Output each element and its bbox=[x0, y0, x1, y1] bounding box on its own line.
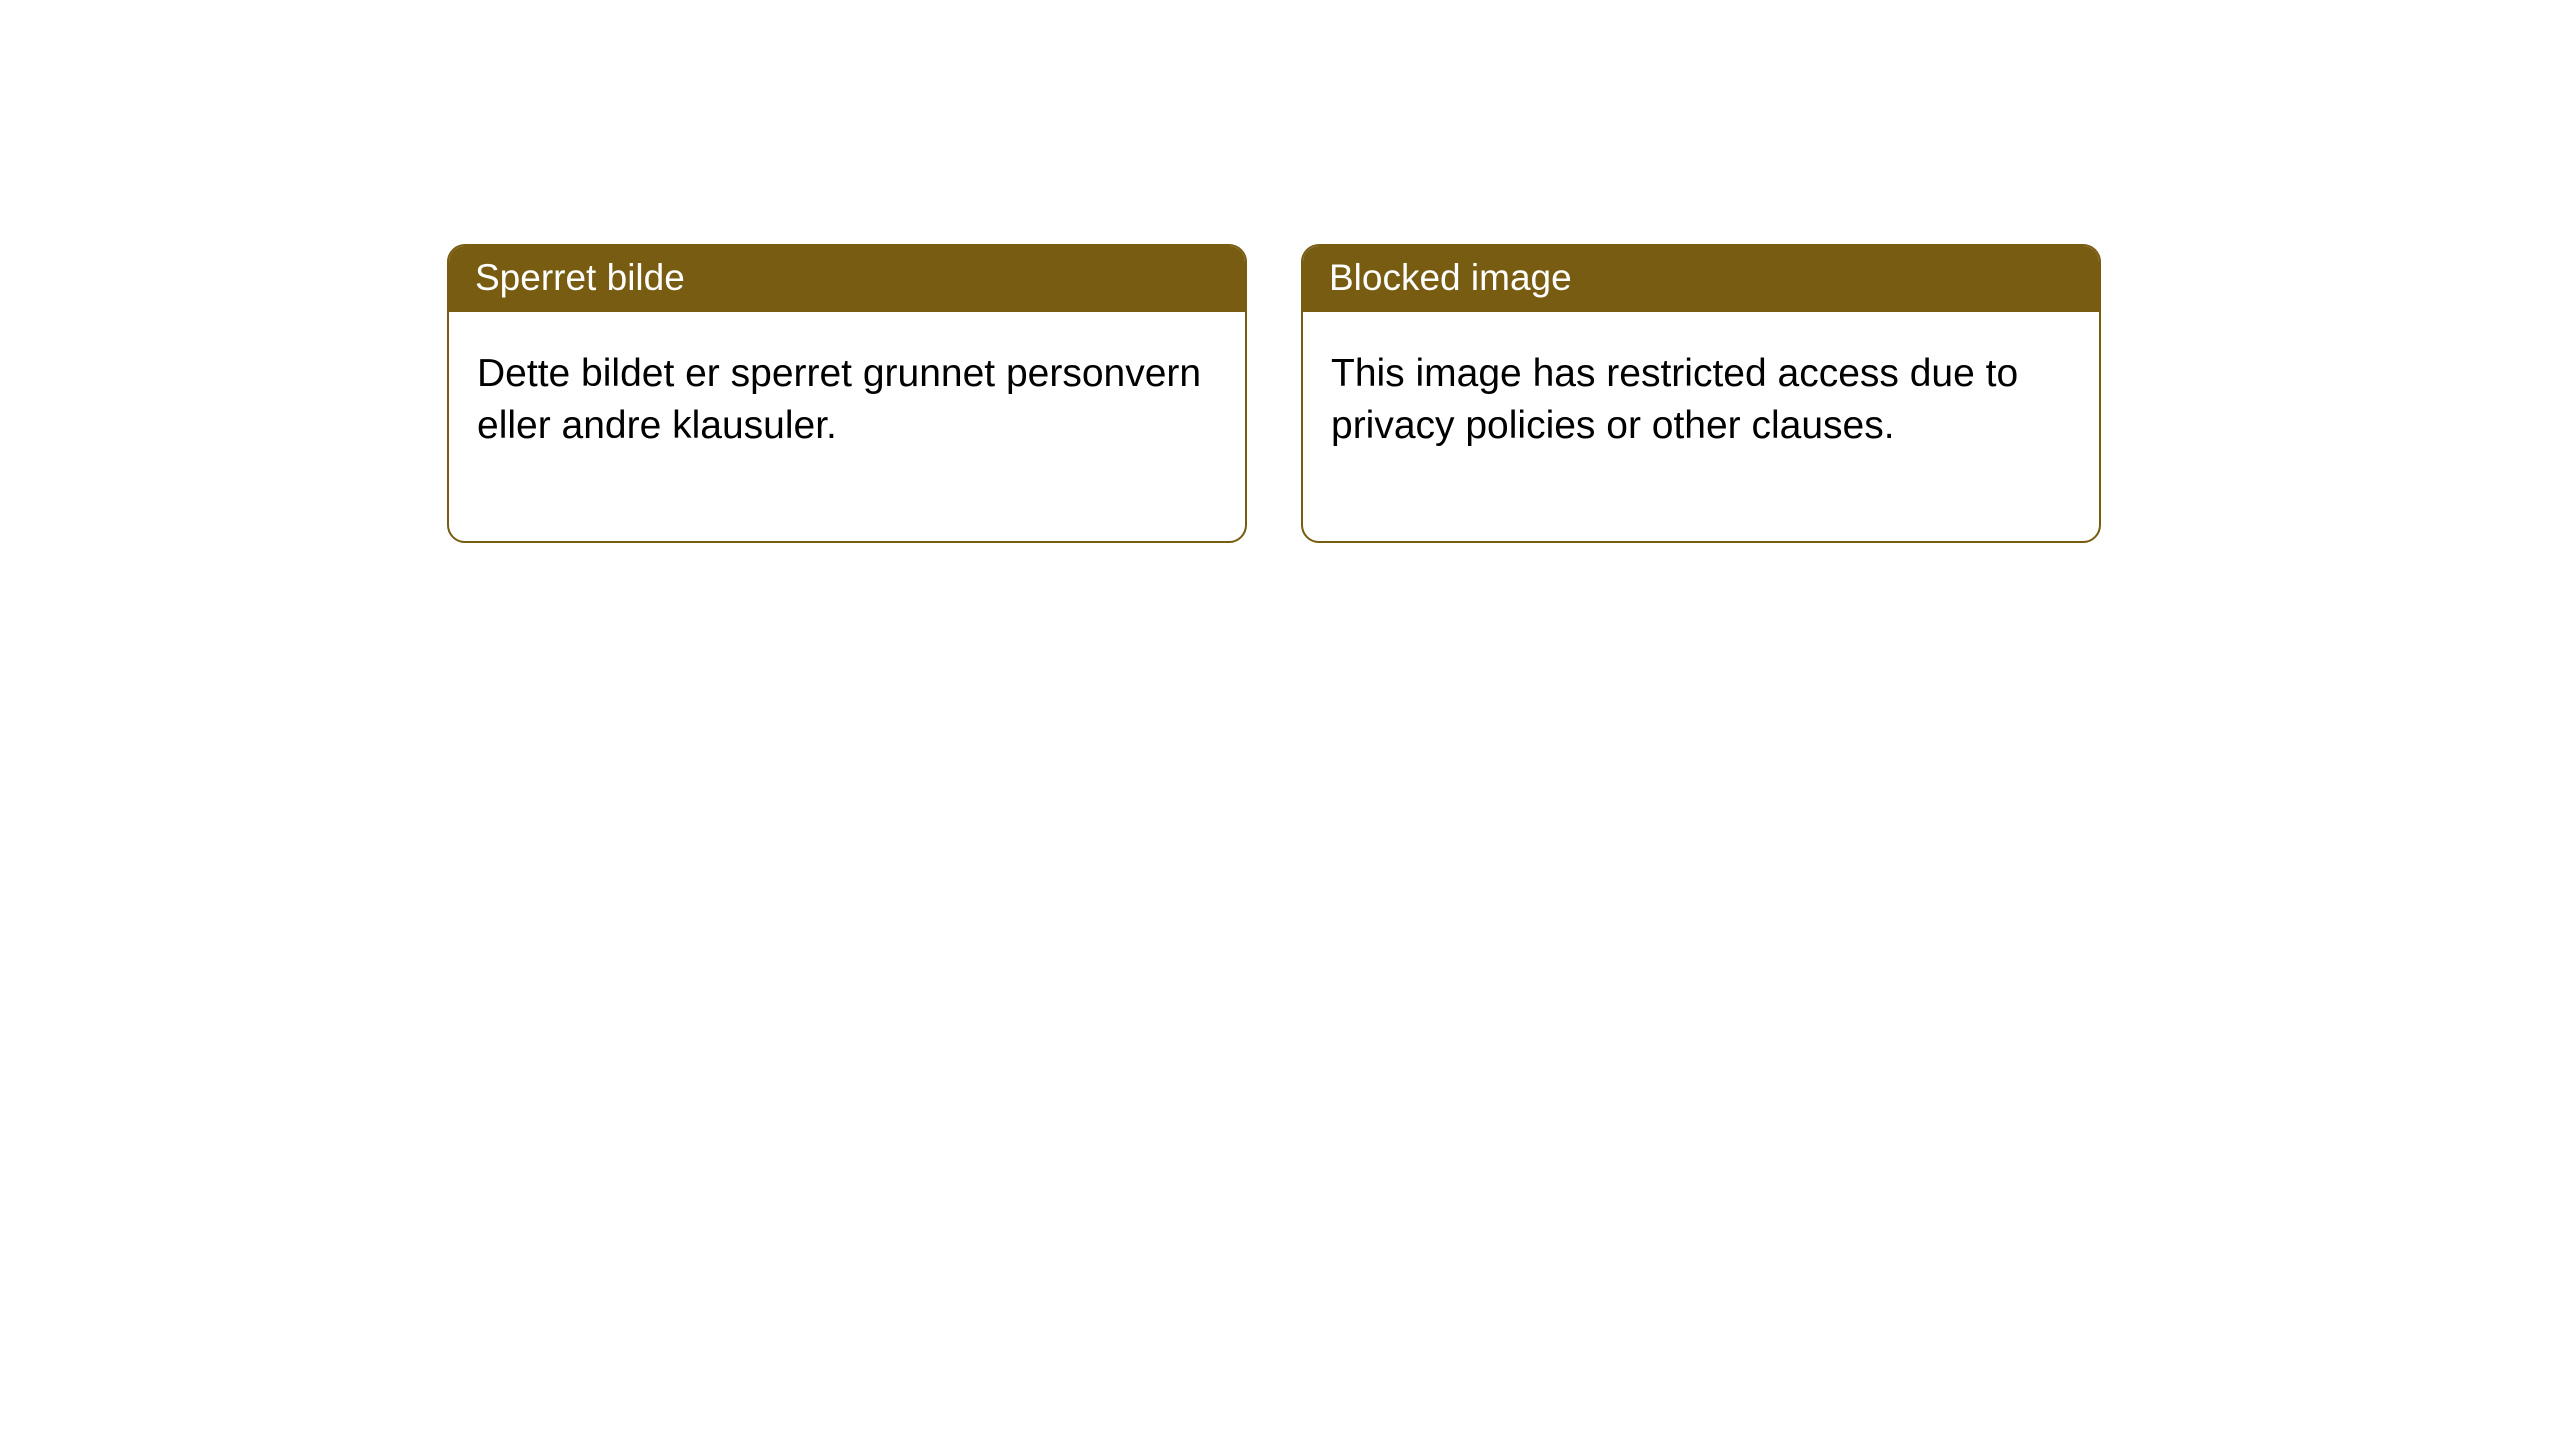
notice-card-header: Sperret bilde bbox=[449, 246, 1245, 312]
notice-card-english: Blocked image This image has restricted … bbox=[1301, 244, 2101, 543]
notice-cards-container: Sperret bilde Dette bildet er sperret gr… bbox=[447, 244, 2101, 543]
notice-card-title: Blocked image bbox=[1329, 257, 1572, 298]
notice-card-title: Sperret bilde bbox=[475, 257, 685, 298]
notice-card-norwegian: Sperret bilde Dette bildet er sperret gr… bbox=[447, 244, 1247, 543]
notice-card-body: Dette bildet er sperret grunnet personve… bbox=[449, 312, 1245, 541]
notice-card-body-text: Dette bildet er sperret grunnet personve… bbox=[477, 352, 1201, 446]
notice-card-body-text: This image has restricted access due to … bbox=[1331, 352, 2018, 446]
notice-card-header: Blocked image bbox=[1303, 246, 2099, 312]
notice-card-body: This image has restricted access due to … bbox=[1303, 312, 2099, 541]
